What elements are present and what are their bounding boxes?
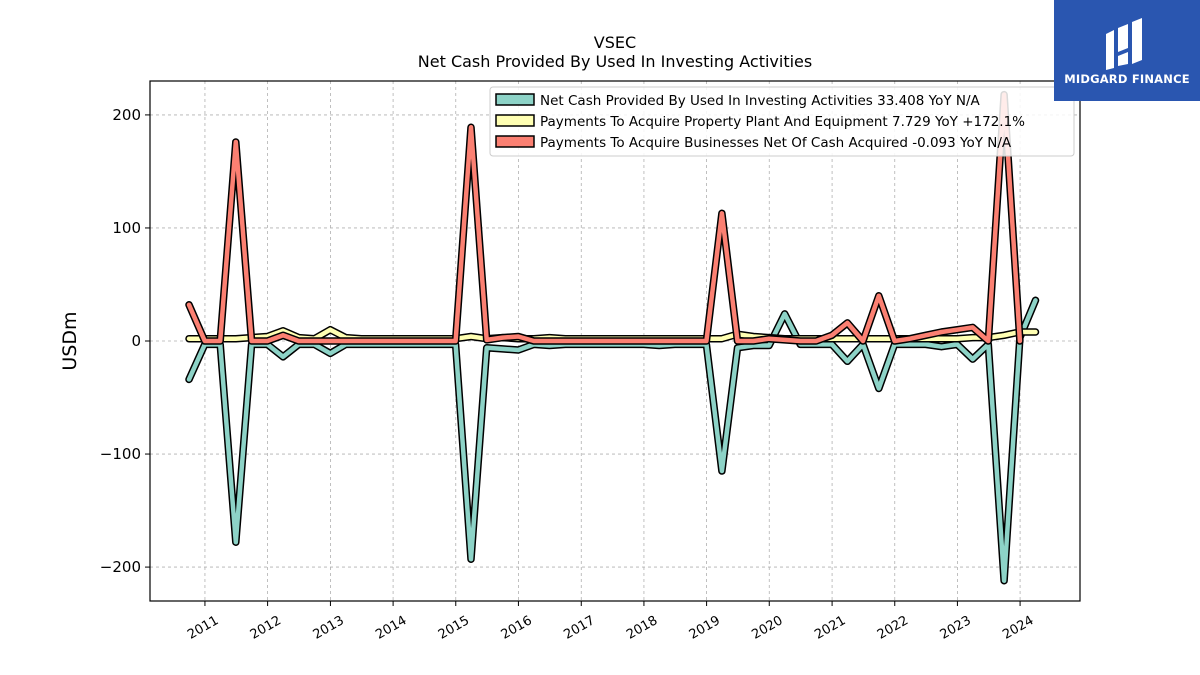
legend-label-net-cash: Net Cash Provided By Used In Investing A… [540, 93, 981, 109]
y-tick-label: −200 [100, 558, 141, 576]
y-tick-label: 200 [112, 106, 141, 124]
legend-box [489, 86, 1075, 157]
legend: Net Cash Provided By Used In Investing A… [489, 86, 1075, 157]
legend-swatch-ppe [495, 114, 535, 127]
y-tick-label: 100 [112, 219, 141, 237]
legend-item-net-cash: Net Cash Provided By Used In Investing A… [495, 93, 981, 109]
legend-swatch-acquisitions [495, 135, 535, 148]
legend-swatch-net-cash [495, 93, 535, 106]
y-axis-label: USDm [59, 311, 81, 370]
logo-mark [1106, 18, 1142, 70]
series-line-2 [186, 92, 1023, 344]
chart-title: VSEC [594, 33, 636, 52]
chart-subtitle: Net Cash Provided By Used In Investing A… [418, 52, 812, 71]
legend-item-acquisitions: Payments To Acquire Businesses Net Of Ca… [495, 135, 1012, 151]
series-lines [185, 90, 1040, 585]
legend-label-ppe: Payments To Acquire Property Plant And E… [540, 114, 1025, 130]
brand-name: MIDGARD FINANCE [1064, 72, 1190, 86]
y-axis: −200 −100 0 100 200 [100, 106, 150, 576]
logo-background [1054, 0, 1200, 101]
y-tick-label: 0 [131, 332, 141, 350]
midgard-logo-icon [1054, 0, 1200, 101]
brand-logo: MIDGARD FINANCE [1054, 0, 1200, 101]
legend-item-ppe: Payments To Acquire Property Plant And E… [495, 114, 1025, 130]
y-tick-label: −100 [100, 445, 141, 463]
legend-label-acquisitions: Payments To Acquire Businesses Net Of Ca… [540, 135, 1012, 151]
